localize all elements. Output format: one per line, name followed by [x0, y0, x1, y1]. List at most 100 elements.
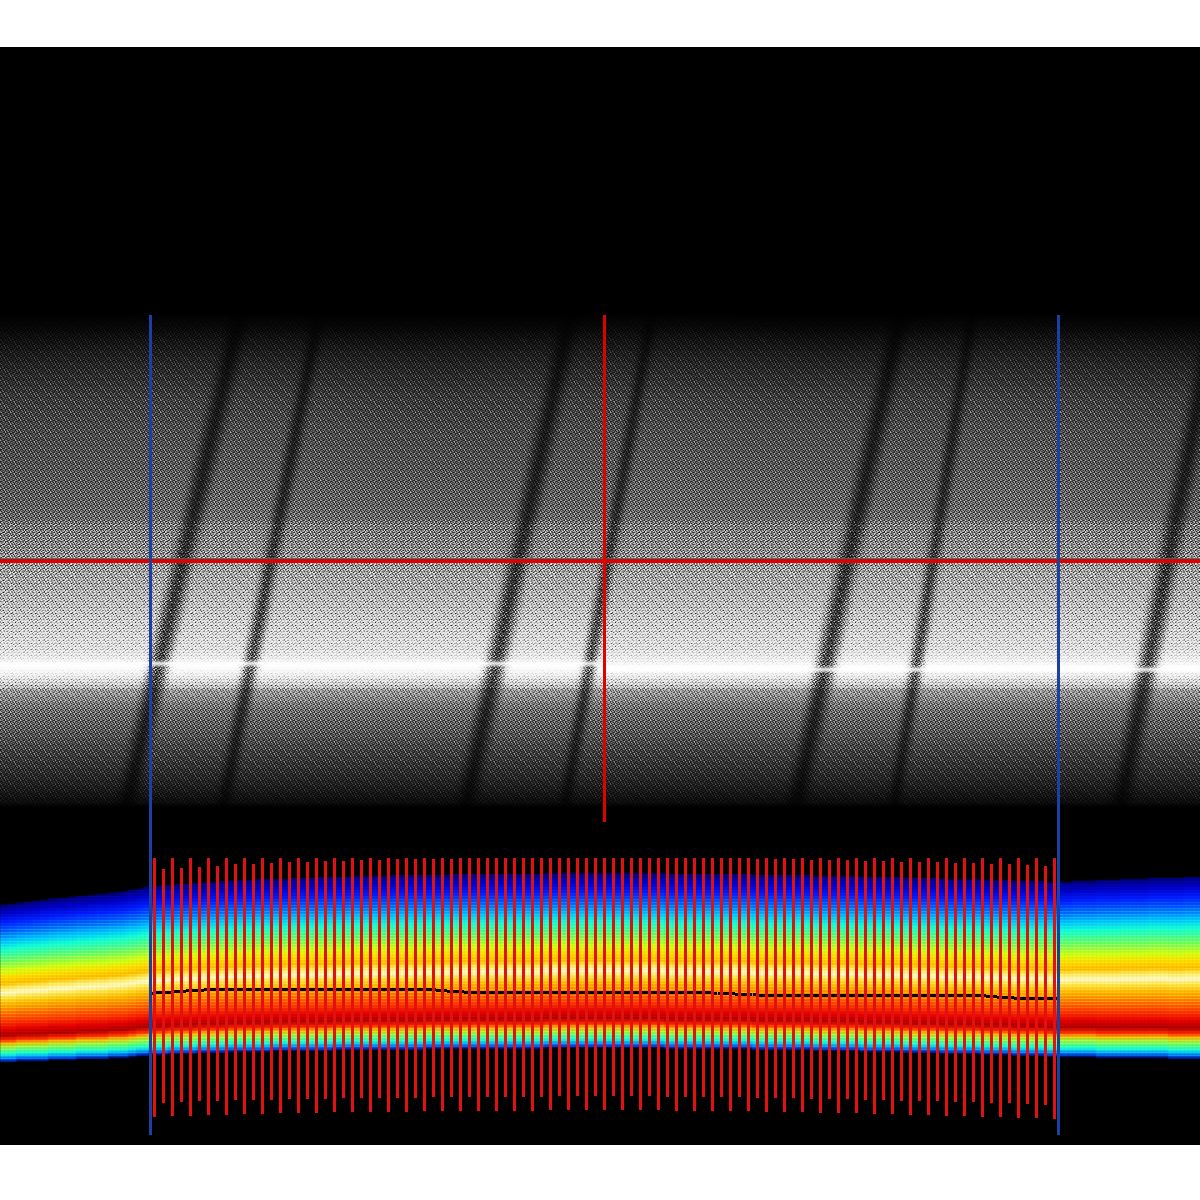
- ascan-tick[interactable]: [891, 858, 894, 1115]
- ascan-tick[interactable]: [819, 858, 822, 1113]
- ascan-tick[interactable]: [522, 858, 525, 1097]
- ascan-tick[interactable]: [252, 863, 255, 1100]
- ascan-tick[interactable]: [324, 861, 327, 1099]
- ascan-tick[interactable]: [513, 858, 516, 1111]
- ascan-tick[interactable]: [504, 858, 507, 1097]
- ascan-tick[interactable]: [828, 859, 831, 1099]
- ascan-tick[interactable]: [945, 858, 948, 1116]
- ascan-tick[interactable]: [405, 858, 408, 1112]
- ascan-tick[interactable]: [801, 858, 804, 1113]
- ascan-tick[interactable]: [351, 858, 354, 1113]
- ascan-tick[interactable]: [279, 858, 282, 1114]
- oct-image-canvas[interactable]: [0, 47, 1200, 1145]
- ascan-tick[interactable]: [567, 858, 570, 1111]
- ascan-tick[interactable]: [495, 858, 498, 1111]
- ascan-tick[interactable]: [315, 858, 318, 1113]
- ascan-tick[interactable]: [909, 858, 912, 1115]
- ascan-tick[interactable]: [729, 858, 732, 1112]
- ascan-tick[interactable]: [261, 858, 264, 1114]
- ascan-tick[interactable]: [603, 858, 606, 1111]
- ascan-tick[interactable]: [360, 860, 363, 1098]
- ascan-tick[interactable]: [1017, 858, 1020, 1118]
- ascan-tick[interactable]: [981, 858, 984, 1117]
- ascan-tick[interactable]: [918, 861, 921, 1101]
- ascan-tick[interactable]: [792, 859, 795, 1099]
- ascan-tick[interactable]: [990, 863, 993, 1103]
- ascan-tick[interactable]: [414, 859, 417, 1098]
- ascan-tick[interactable]: [612, 858, 615, 1097]
- ascan-tick[interactable]: [540, 858, 543, 1097]
- ascan-tick[interactable]: [486, 858, 489, 1097]
- ascan-tick[interactable]: [936, 862, 939, 1102]
- ascan-tick[interactable]: [630, 858, 633, 1097]
- ascan-tick[interactable]: [963, 858, 966, 1117]
- ascan-tick[interactable]: [234, 864, 237, 1101]
- ascan-tick[interactable]: [882, 861, 885, 1101]
- ascan-tick[interactable]: [972, 863, 975, 1103]
- ascan-tick[interactable]: [657, 858, 660, 1111]
- ascan-tick[interactable]: [1008, 864, 1011, 1104]
- ascan-tick[interactable]: [873, 858, 876, 1114]
- crosshair-horizontal-line[interactable]: [0, 559, 1200, 563]
- ascan-tick[interactable]: [720, 858, 723, 1097]
- ascan-tick[interactable]: [576, 858, 579, 1097]
- ascan-tick[interactable]: [837, 858, 840, 1113]
- ascan-tick[interactable]: [675, 858, 678, 1111]
- ascan-tick[interactable]: [387, 858, 390, 1112]
- ascan-tick[interactable]: [288, 862, 291, 1100]
- ascan-tick[interactable]: [423, 858, 426, 1112]
- ascan-tick[interactable]: [369, 858, 372, 1112]
- ascan-tick[interactable]: [666, 858, 669, 1097]
- ascan-tick[interactable]: [198, 866, 201, 1102]
- ascan-tick[interactable]: [477, 858, 480, 1112]
- ascan-tick[interactable]: [954, 862, 957, 1102]
- ascan-tick[interactable]: [711, 858, 714, 1111]
- ascan-tick[interactable]: [216, 865, 219, 1101]
- ascan-tick[interactable]: [180, 868, 183, 1102]
- ascan-tick[interactable]: [1053, 858, 1056, 1119]
- crosshair-vertical-line[interactable]: [603, 315, 606, 822]
- caliper-line-right[interactable]: [1057, 315, 1060, 1135]
- ascan-tick[interactable]: [774, 858, 777, 1098]
- ascan-tick[interactable]: [747, 858, 750, 1112]
- ascan-tick[interactable]: [639, 858, 642, 1111]
- caliper-line-left[interactable]: [149, 315, 152, 1135]
- ascan-tick[interactable]: [333, 858, 336, 1113]
- ascan-tick[interactable]: [243, 858, 246, 1114]
- ascan-tick[interactable]: [153, 858, 156, 1117]
- ascan-tick[interactable]: [189, 858, 192, 1116]
- ascan-tick[interactable]: [855, 858, 858, 1114]
- ascan-tick[interactable]: [558, 858, 561, 1097]
- ascan-tick[interactable]: [810, 859, 813, 1099]
- ascan-tick[interactable]: [207, 858, 210, 1116]
- ascan-tick[interactable]: [531, 858, 534, 1111]
- ascan-tick[interactable]: [621, 858, 624, 1111]
- ascan-tick[interactable]: [1026, 865, 1029, 1105]
- ascan-tick[interactable]: [864, 860, 867, 1100]
- ascan-tick[interactable]: [900, 861, 903, 1101]
- ascan-tick[interactable]: [306, 861, 309, 1099]
- ascan-tick[interactable]: [738, 858, 741, 1098]
- ascan-tick[interactable]: [1035, 858, 1038, 1119]
- ascan-tick[interactable]: [342, 860, 345, 1099]
- ascan-tick[interactable]: [927, 858, 930, 1116]
- ascan-tick[interactable]: [171, 858, 174, 1117]
- ascan-tick[interactable]: [378, 859, 381, 1098]
- ascan-tick[interactable]: [702, 858, 705, 1097]
- ascan-tick[interactable]: [756, 858, 759, 1098]
- ascan-tick[interactable]: [783, 858, 786, 1113]
- ascan-tick[interactable]: [441, 858, 444, 1112]
- ascan-tick[interactable]: [549, 858, 552, 1111]
- ascan-tick[interactable]: [270, 863, 273, 1100]
- ascan-tick[interactable]: [684, 858, 687, 1097]
- ascan-tick[interactable]: [693, 858, 696, 1111]
- ascan-tick[interactable]: [648, 858, 651, 1097]
- ascan-tick[interactable]: [459, 858, 462, 1112]
- ascan-tick[interactable]: [396, 859, 399, 1098]
- ascan-tick[interactable]: [1044, 865, 1047, 1105]
- ascan-tick[interactable]: [594, 858, 597, 1097]
- ascan-tick[interactable]: [450, 858, 453, 1098]
- ascan-tick[interactable]: [432, 858, 435, 1098]
- ascan-tick[interactable]: [468, 858, 471, 1098]
- thickness-heatmap-panel[interactable]: [0, 858, 1200, 1135]
